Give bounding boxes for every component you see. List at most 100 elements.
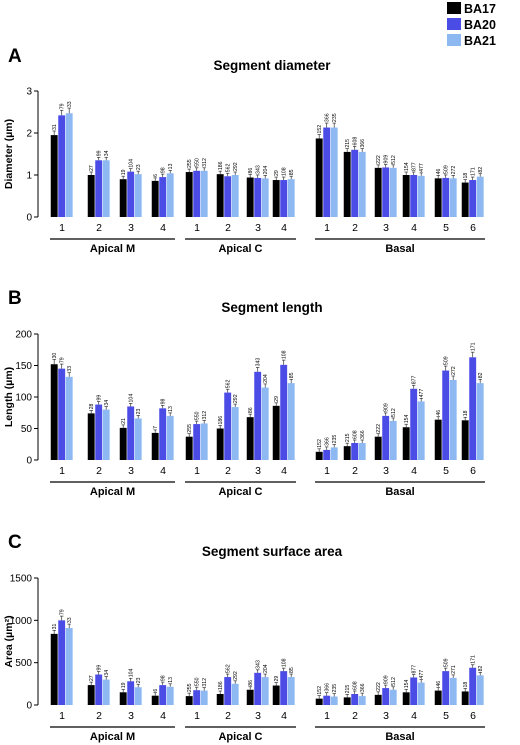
bar-ba21 xyxy=(358,442,366,460)
bar-ba21 xyxy=(417,401,425,460)
bar-ba20 xyxy=(323,449,331,460)
x-tick-label: 6 xyxy=(470,222,476,234)
x-tick-label: 4 xyxy=(411,222,417,234)
sample-size-label: 272 xyxy=(451,366,457,375)
sample-size-label: 13 xyxy=(168,677,174,683)
x-tick-label: 4 xyxy=(160,465,166,477)
bar-ba20 xyxy=(351,149,359,217)
bar-ba17 xyxy=(343,151,351,217)
bar-ba17 xyxy=(461,691,469,705)
y-tick-label: 200 xyxy=(15,330,32,341)
y-tick-label: 1500 xyxy=(10,574,33,585)
y-tick-label: 0 xyxy=(26,701,32,712)
group-label: Apical C xyxy=(218,731,262,743)
sample-size-label: 99 xyxy=(97,665,103,671)
sample-size-label: 215 xyxy=(345,139,351,148)
bar-ba17 xyxy=(87,175,95,217)
x-tick-label: 2 xyxy=(352,710,358,722)
sample-size-label: 86 xyxy=(248,407,254,413)
panel-title: Segment length xyxy=(221,300,322,315)
x-tick-label: 4 xyxy=(281,710,287,722)
sample-size-label: 6 xyxy=(153,689,159,692)
bar-ba17 xyxy=(272,405,280,460)
sample-size-label: 222 xyxy=(376,155,382,164)
sample-size-label: 312 xyxy=(202,678,208,687)
panel-title: Segment diameter xyxy=(213,58,331,73)
legend-swatch-ba21 xyxy=(447,34,461,46)
x-tick-label: 6 xyxy=(470,710,476,722)
sample-size-label: 85 xyxy=(289,667,295,673)
x-tick-label: 2 xyxy=(352,465,358,477)
bar-ba21 xyxy=(287,179,295,217)
x-tick-label: 3 xyxy=(383,465,389,477)
bar-ba17 xyxy=(119,692,127,705)
bar-ba17 xyxy=(272,685,280,705)
bar-ba21 xyxy=(102,160,110,217)
bar-ba21 xyxy=(330,127,338,217)
bar-ba21 xyxy=(134,174,142,217)
panel-b: B Segment length Length (µm) 0 50 100 150 200 30… xyxy=(3,288,485,498)
bar-ba21 xyxy=(134,687,142,705)
sample-size-label: 31 xyxy=(52,623,58,629)
bar-ba17 xyxy=(272,180,280,217)
sample-size-label: 104 xyxy=(129,159,135,168)
sample-size-label: 79 xyxy=(60,609,66,615)
bar-ba21 xyxy=(358,696,366,705)
sample-size-label: 215 xyxy=(345,685,351,694)
x-tick-label: 3 xyxy=(255,222,261,234)
bar-ba21 xyxy=(231,683,239,705)
y-axis-label: Length (µm) xyxy=(3,367,15,427)
sample-size-label: 29 xyxy=(274,396,280,402)
sample-size-label: 608 xyxy=(353,430,359,439)
x-tick-label: 5 xyxy=(443,465,449,477)
sample-size-label: 608 xyxy=(353,137,359,146)
bar-ba20 xyxy=(280,671,288,705)
bar-ba20 xyxy=(254,371,262,460)
x-tick-label: 1 xyxy=(59,222,65,234)
bar-ba21 xyxy=(65,627,73,705)
bar-ba20 xyxy=(469,180,477,217)
bar-ba21 xyxy=(449,178,457,217)
bar-ba20 xyxy=(224,176,232,217)
sample-size-label: 27 xyxy=(89,675,95,681)
sample-size-label: 33 xyxy=(67,101,73,107)
bar-ba21 xyxy=(261,387,269,460)
bar-ba20 xyxy=(159,408,167,460)
sample-size-label: 19 xyxy=(121,682,127,688)
bar-ba20 xyxy=(58,368,66,460)
bar-ba21 xyxy=(102,679,110,705)
bar-ba21 xyxy=(417,175,425,217)
sample-size-label: 366 xyxy=(360,683,366,692)
bar-ba21 xyxy=(231,175,239,217)
sample-size-label: 512 xyxy=(391,677,397,686)
x-tick-label: 4 xyxy=(411,710,417,722)
bar-ba21 xyxy=(166,415,174,460)
sample-size-label: 366 xyxy=(325,683,331,692)
bar-ba21 xyxy=(200,423,208,460)
bar-ba17 xyxy=(185,696,193,705)
sample-size-label: 550 xyxy=(195,158,201,167)
sample-size-label: 86 xyxy=(248,168,254,174)
sample-size-label: 343 xyxy=(256,660,262,669)
x-tick-label: 4 xyxy=(160,222,166,234)
bar-ba20 xyxy=(127,171,135,217)
sample-size-label: 235 xyxy=(332,684,338,693)
bar-ba17 xyxy=(402,175,410,217)
bar-ba17 xyxy=(434,178,442,217)
bar-ba20 xyxy=(442,177,450,217)
group-label: Basal xyxy=(385,731,414,743)
sample-size-label: 186 xyxy=(218,681,224,690)
sample-size-label: 23 xyxy=(136,164,142,170)
legend-swatch-ba20 xyxy=(447,18,461,30)
sample-size-label: 98 xyxy=(161,398,167,404)
x-tick-label: 1 xyxy=(324,710,330,722)
sample-size-label: 509 xyxy=(444,165,450,174)
sample-size-label: 171 xyxy=(471,342,477,351)
sample-size-label: 79 xyxy=(60,357,66,363)
panel-letter: B xyxy=(8,288,22,309)
x-tick-label: 3 xyxy=(255,710,261,722)
bar-ba20 xyxy=(95,674,103,705)
bar-ba20 xyxy=(469,667,477,705)
bar-ba21 xyxy=(417,682,425,705)
bar-ba20 xyxy=(351,693,359,705)
